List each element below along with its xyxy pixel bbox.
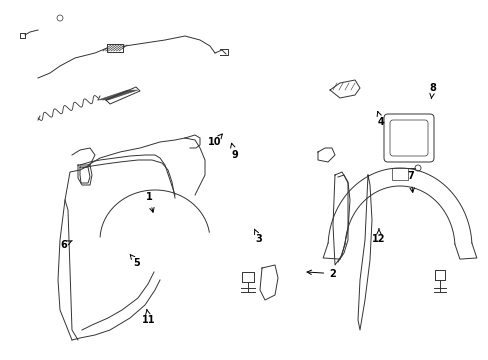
- FancyBboxPatch shape: [389, 120, 427, 156]
- Text: 1: 1: [145, 192, 154, 212]
- Text: 8: 8: [428, 83, 435, 99]
- Text: 9: 9: [230, 143, 238, 160]
- Text: 10: 10: [208, 134, 222, 147]
- Text: 5: 5: [130, 255, 140, 268]
- Text: 6: 6: [60, 240, 72, 250]
- FancyBboxPatch shape: [383, 114, 433, 162]
- Text: 12: 12: [371, 229, 385, 244]
- Text: 4: 4: [376, 112, 384, 127]
- Text: 3: 3: [254, 229, 262, 244]
- Text: 7: 7: [407, 171, 413, 192]
- Text: 11: 11: [142, 310, 156, 325]
- Text: 2: 2: [306, 269, 335, 279]
